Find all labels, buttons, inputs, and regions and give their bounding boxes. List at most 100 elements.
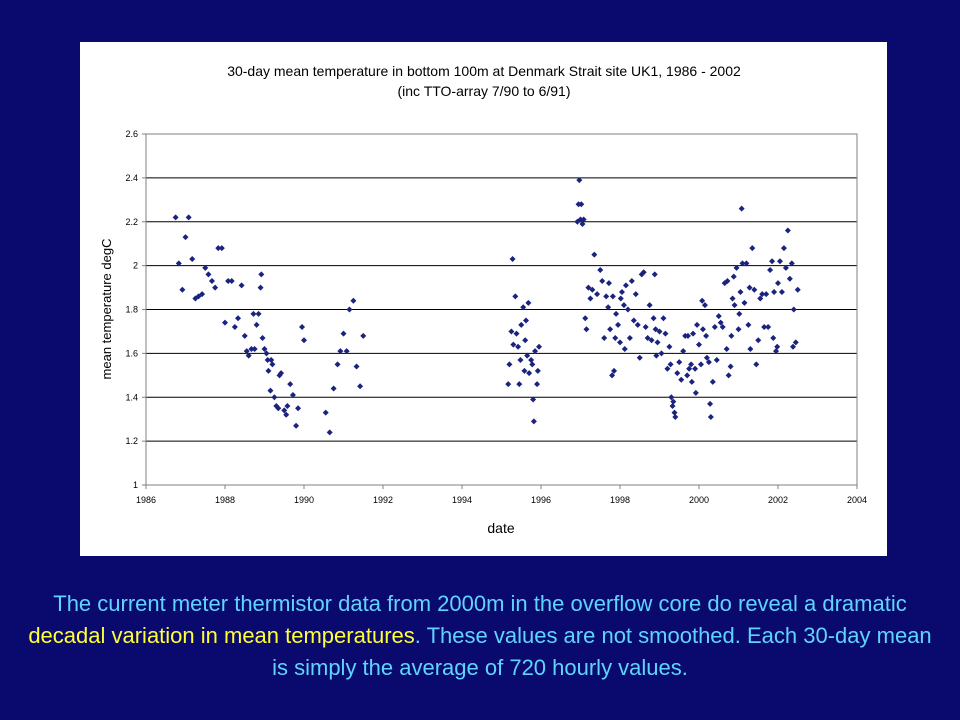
data-point [603,293,610,300]
data-point [765,324,772,331]
data-point [628,277,635,284]
data-point [283,411,290,418]
data-point [295,405,302,412]
data-point [763,291,770,298]
data-point [733,264,740,271]
data-point [353,363,360,370]
data-point [749,245,756,252]
data-point [672,413,679,420]
chart-panel: 30-day mean temperature in bottom 100m a… [80,42,887,556]
data-point [775,280,781,287]
data-point [605,280,612,287]
data-point [528,356,535,363]
data-point [741,299,748,306]
data-point [667,361,674,368]
data-point [653,352,660,359]
data-point [753,361,760,368]
data-point [736,310,743,317]
caption-highlight: decadal variation in mean temperatures [28,623,415,648]
data-point [729,295,736,302]
data-point [728,332,735,339]
data-point [530,396,537,403]
data-point [360,332,367,339]
data-point [293,422,300,429]
data-point [215,245,222,252]
data-point [278,370,285,377]
data-point [259,335,266,342]
data-point [253,321,260,328]
data-point [620,302,627,309]
data-point [267,387,274,394]
x-tick-label: 1998 [610,495,630,505]
data-point [719,324,726,331]
data-point [346,306,353,313]
data-point [521,367,528,374]
x-axis-label: date [487,520,514,536]
data-point [526,370,533,377]
x-tick-label: 2000 [689,495,709,505]
data-point [692,389,699,396]
data-point [301,337,307,344]
data-point [770,335,777,342]
data-point [179,286,186,293]
data-point [264,356,271,363]
data-point [576,177,583,184]
data-point [515,343,522,350]
data-point [231,324,238,331]
data-point [690,330,697,337]
data-point [715,313,722,320]
data-point [261,345,268,352]
data-point [776,258,783,265]
data-point [343,348,350,355]
data-point [536,343,543,350]
data-point [248,345,255,352]
data-point [524,352,531,359]
data-point [350,297,357,304]
data-point [751,286,758,293]
data-point [612,335,619,342]
data-point [580,216,587,223]
data-point [299,324,306,331]
data-point [735,326,742,333]
data-point [605,304,612,311]
data-point [505,381,512,388]
data-point [651,271,658,278]
y-tick-labels: 1 1.2 1.4 1.6 1.8 2 2.2 2.4 2.6 [125,129,146,490]
data-point [578,201,585,208]
data-point [281,407,288,414]
data-point [678,376,685,383]
data-point [699,326,706,333]
data-point [594,291,601,298]
y-tick-label: 1.6 [125,348,138,358]
data-point [701,302,708,309]
data-point [664,365,671,372]
y-tick-label: 1 [133,480,138,490]
chart-title: 30-day mean temperature in bottom 100m a… [227,63,741,79]
data-point [618,288,625,295]
data-point [243,348,250,355]
data-point [289,392,296,399]
data-point [790,343,797,350]
data-point [692,365,699,372]
data-point [284,403,291,410]
data-point [771,288,778,295]
data-point [245,352,252,359]
y-tick-label: 2.2 [125,217,138,227]
data-point [268,356,275,363]
data-point [666,343,673,350]
x-tick-label: 1994 [452,495,472,505]
x-tick-label: 1988 [215,495,235,505]
data-point [788,260,795,267]
data-point [525,299,532,306]
data-point [235,315,242,322]
data-point [513,330,520,337]
data-point [725,372,732,379]
data-point [778,288,785,295]
data-point [334,361,341,368]
data-point [599,277,606,284]
data-point [790,306,797,313]
data-point [697,361,704,368]
data-point [583,326,590,333]
y-tick-label: 1.4 [125,392,138,402]
data-point [509,256,516,263]
